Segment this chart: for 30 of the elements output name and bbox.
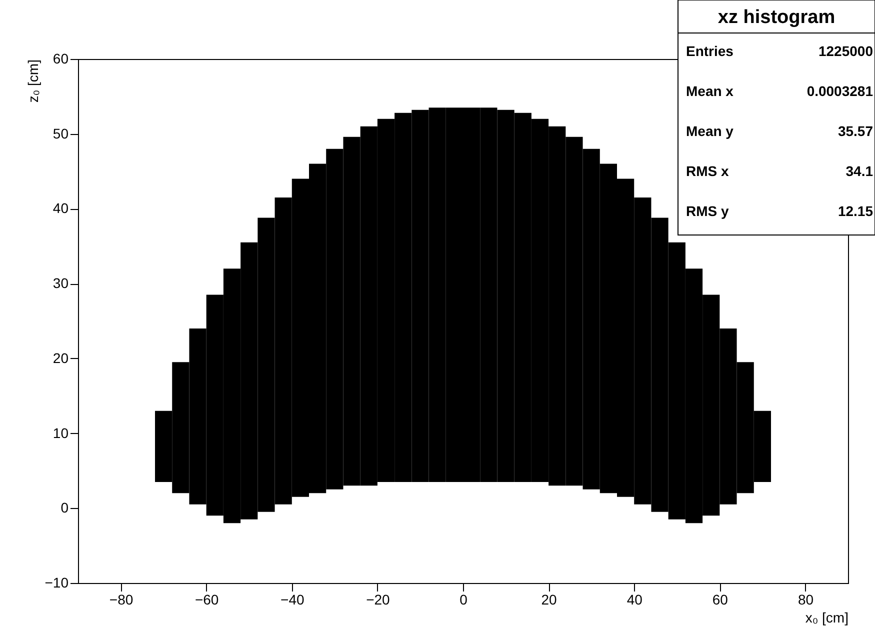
annotation: 12.15: [838, 203, 874, 219]
x-tick-label: −60: [194, 592, 219, 608]
text: Entries: [686, 43, 734, 59]
annotation: 34.1: [846, 163, 874, 179]
x-tick-label: 60: [712, 592, 728, 608]
x-tick-label: −80: [109, 592, 134, 608]
chart-title: xz histogram: [718, 7, 836, 28]
annotation: 35.57: [838, 123, 874, 139]
y-tick-label: 10: [52, 424, 69, 441]
annotation: 0.0003281: [806, 83, 874, 99]
annotation: RMS y: [686, 203, 729, 219]
x-axis-title: x₀ [cm]: [805, 610, 848, 626]
annotation: Mean x: [686, 83, 734, 99]
annotation: RMS x: [686, 163, 729, 179]
y-tick-label: 30: [52, 275, 69, 292]
y-tick-label: 0: [60, 500, 69, 516]
y-tick-label: 40: [52, 200, 69, 216]
y-tick-label: 50: [52, 125, 69, 142]
y-tick-label: 60: [52, 50, 69, 66]
x-tick-label: 20: [541, 592, 558, 608]
x-tick-label: −20: [366, 592, 390, 608]
x-tick-label: 40: [626, 592, 643, 608]
y-tick-label: −10: [44, 574, 69, 590]
x-tick-label: 0: [460, 592, 468, 608]
y-axis-title: z₀ [cm]: [24, 60, 41, 103]
annotation: Mean y: [686, 123, 734, 139]
x-tick-label: −40: [280, 592, 304, 608]
y-tick-label: 20: [52, 350, 69, 366]
x-tick-label: 80: [798, 592, 814, 608]
text: 1225000: [818, 43, 874, 59]
